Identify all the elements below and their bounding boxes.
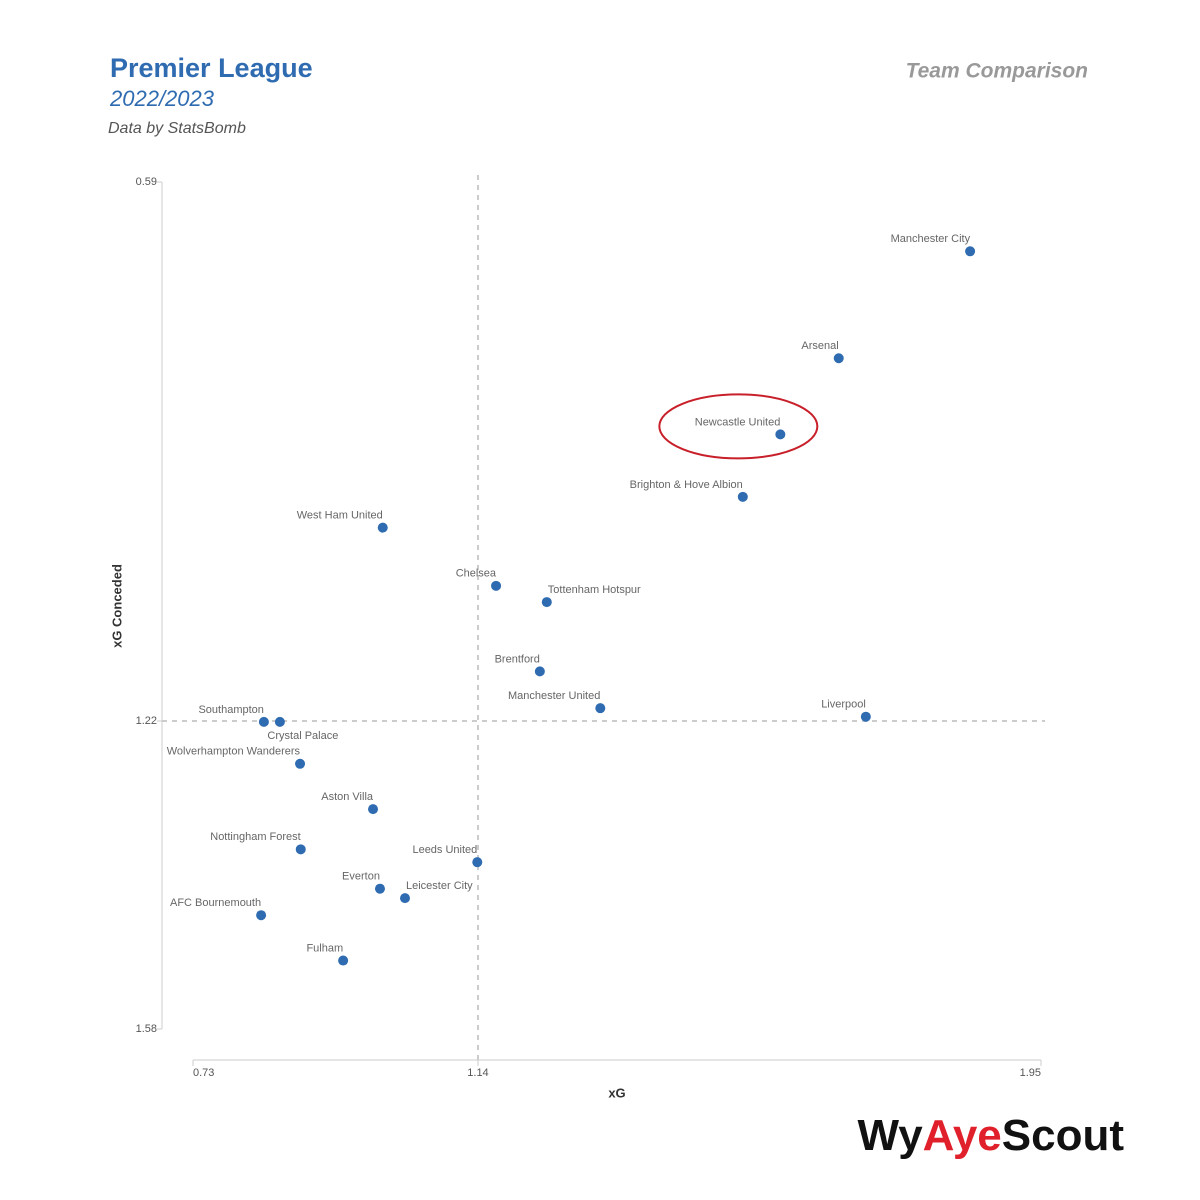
header-right: Team Comparison bbox=[906, 60, 1088, 83]
point-label: Tottenham Hotspur bbox=[548, 584, 641, 596]
y-axis-label: xG Conceded bbox=[109, 564, 124, 648]
chart-title: Premier League bbox=[110, 53, 313, 83]
point bbox=[274, 716, 285, 727]
point-label: Brighton & Hove Albion bbox=[630, 479, 743, 491]
point bbox=[258, 716, 269, 727]
point bbox=[377, 522, 388, 533]
point bbox=[295, 758, 306, 769]
point-label: Fulham bbox=[306, 942, 343, 954]
point-label: Newcastle United bbox=[695, 416, 781, 428]
point-label: Leeds United bbox=[412, 844, 477, 856]
x-axis-label: xG bbox=[608, 1085, 625, 1100]
point bbox=[860, 711, 871, 722]
point bbox=[374, 883, 385, 894]
point-label: Manchester United bbox=[508, 690, 600, 702]
point-label: Aston Villa bbox=[321, 791, 374, 803]
x-tick-label: 1.95 bbox=[1020, 1067, 1041, 1079]
point-label: Crystal Palace bbox=[267, 730, 338, 742]
point bbox=[833, 353, 844, 364]
point bbox=[541, 597, 552, 608]
chart-subtitle: 2022/2023 bbox=[109, 86, 215, 111]
logo-part: Scout bbox=[1002, 1111, 1125, 1160]
point-label: Nottingham Forest bbox=[210, 831, 300, 843]
point-label: Everton bbox=[342, 871, 380, 883]
point bbox=[368, 804, 379, 815]
point bbox=[400, 893, 410, 904]
point-label: Chelsea bbox=[456, 568, 497, 580]
point-label: Manchester City bbox=[891, 233, 971, 245]
point-label: West Ham United bbox=[297, 510, 383, 522]
highlight-ring bbox=[658, 393, 819, 460]
point bbox=[338, 955, 349, 966]
point bbox=[472, 857, 483, 868]
source: Data by StatsBomb bbox=[108, 120, 246, 137]
point-label: AFC Bournemouth bbox=[170, 897, 261, 909]
logo-part: Wy bbox=[857, 1111, 923, 1160]
point-label: Arsenal bbox=[801, 340, 838, 352]
point bbox=[256, 910, 267, 921]
point-label: Brentford bbox=[495, 653, 540, 665]
logo-part: Aye bbox=[923, 1111, 1002, 1160]
point bbox=[965, 246, 976, 257]
point-label: Southampton bbox=[198, 704, 263, 716]
point-label: Leicester City bbox=[406, 880, 473, 892]
point bbox=[295, 844, 306, 855]
point bbox=[737, 491, 748, 502]
y-tick-label: 1.22 bbox=[136, 715, 157, 727]
point bbox=[775, 429, 786, 440]
point bbox=[595, 703, 606, 714]
x-tick-label: 0.73 bbox=[193, 1067, 214, 1079]
logo: WyAyeScout bbox=[857, 1111, 1124, 1160]
x-tick-label: 1.14 bbox=[467, 1067, 488, 1079]
point-label: Liverpool bbox=[821, 699, 866, 711]
y-tick-label: 1.58 bbox=[136, 1023, 157, 1035]
point bbox=[534, 666, 545, 677]
point bbox=[491, 580, 502, 591]
point-label: Wolverhampton Wanderers bbox=[167, 746, 301, 758]
y-tick-label: 0.59 bbox=[136, 176, 157, 188]
